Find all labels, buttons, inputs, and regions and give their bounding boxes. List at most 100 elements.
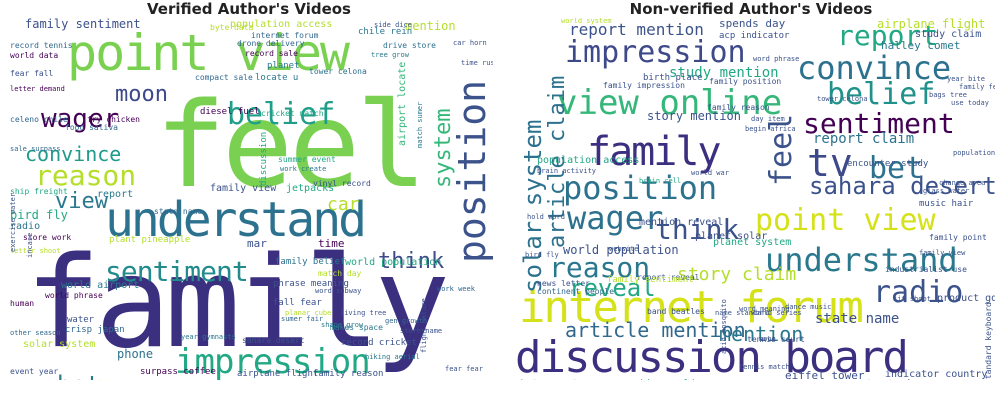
- word: surpass coffee: [140, 367, 216, 377]
- word: point view: [67, 24, 350, 82]
- word: tv: [807, 141, 853, 185]
- word: bird fly: [525, 251, 559, 259]
- word: shape grow: [321, 321, 364, 329]
- word: car: [327, 194, 360, 215]
- word: store name: [400, 327, 443, 335]
- word: planet: [267, 61, 300, 71]
- word: world system: [561, 18, 612, 25]
- word: mention: [405, 19, 456, 33]
- word: sahara desert: [242, 336, 305, 345]
- word: time rush: [461, 59, 493, 67]
- word: tennis court: [747, 335, 805, 344]
- word: report mention: [569, 20, 704, 39]
- non-verified-panel: Non-verified Author's Videos discussion …: [507, 0, 995, 400]
- word: continent people: [537, 287, 615, 296]
- word: impression: [175, 342, 371, 380]
- word: bet: [869, 151, 924, 186]
- word: word phrase: [753, 55, 800, 63]
- word: feel: [155, 76, 427, 214]
- word: sumer fair: [281, 315, 324, 323]
- word: solar system: [23, 339, 96, 350]
- word: plant pineapple: [109, 235, 191, 245]
- word: gen growth: [385, 317, 428, 325]
- word: exercise water: [9, 192, 17, 252]
- word: living tree: [340, 309, 387, 317]
- word: use today: [951, 99, 989, 107]
- word: sentiment: [105, 255, 249, 288]
- word: bet: [57, 373, 100, 380]
- word: view: [55, 189, 108, 214]
- word: year bite: [947, 75, 985, 83]
- word: family view: [210, 183, 277, 194]
- word: change area: [939, 179, 986, 187]
- word: impression: [565, 35, 746, 70]
- word: airplane flight: [877, 18, 986, 31]
- word: family view: [919, 249, 966, 257]
- word: begin africa: [745, 125, 796, 133]
- word: view online: [557, 83, 783, 123]
- word: acid mosquito: [720, 299, 728, 354]
- word: article mention: [565, 318, 746, 342]
- word: event year: [10, 367, 59, 376]
- word: water: [67, 315, 95, 325]
- word: family point: [929, 233, 987, 242]
- word: chile rein: [358, 27, 413, 37]
- word-cloud: discussion board internet forum point vi…: [507, 18, 995, 380]
- word: phrase meaning: [273, 279, 349, 289]
- word: byte data: [210, 23, 254, 32]
- word: spends day: [719, 18, 786, 30]
- word: match sumer: [416, 101, 424, 148]
- word: fall fear: [273, 298, 322, 308]
- word: product gdp: [937, 293, 995, 304]
- word: drive store: [383, 41, 436, 50]
- word: understand: [105, 192, 367, 248]
- word: encounter study: [847, 159, 929, 169]
- word: reveal: [569, 274, 656, 302]
- word: sale surpass: [10, 145, 61, 153]
- word: car horn: [453, 39, 487, 47]
- word: planet system: [713, 237, 792, 248]
- word-cloud: feel family point view understand positi…: [5, 18, 493, 380]
- word: tower celona: [817, 95, 868, 103]
- word: study claim: [915, 29, 982, 40]
- word: letter demand: [10, 85, 65, 93]
- word: world population: [563, 243, 679, 257]
- word: glass water: [923, 187, 970, 195]
- word: name standard: [715, 309, 770, 317]
- word: fear fear: [445, 365, 483, 373]
- word: tower celona: [309, 67, 367, 76]
- word: world series: [751, 309, 802, 317]
- word: dance music: [785, 303, 832, 311]
- word: think: [655, 213, 740, 246]
- word: convince: [797, 49, 952, 87]
- word: vinyl record: [313, 179, 371, 188]
- word: store work: [23, 233, 72, 242]
- word: record sale: [245, 49, 298, 58]
- panel-title: Verified Author's Videos: [147, 0, 351, 18]
- word: reason: [549, 251, 651, 284]
- word: news letter: [537, 279, 590, 288]
- word: acp indicator: [719, 31, 790, 41]
- word: fry chicken: [87, 115, 140, 124]
- word: eiffel tower: [785, 369, 865, 380]
- word: word meaning: [739, 305, 790, 313]
- word: family sentiment: [607, 275, 694, 285]
- word: other season: [10, 329, 61, 337]
- word: wager: [567, 199, 664, 237]
- word: internet forum: [519, 282, 864, 333]
- word: brain activity: [537, 167, 597, 175]
- word: position: [563, 169, 718, 207]
- word: website: [609, 245, 639, 253]
- word: phone: [117, 347, 154, 361]
- word: moon: [115, 82, 168, 107]
- word: celeno chile: [10, 115, 68, 124]
- word: band beatles: [647, 307, 705, 316]
- word: understand: [765, 241, 958, 279]
- word: family reason: [313, 369, 384, 379]
- word: ship freight: [10, 187, 68, 196]
- word: drone delivery: [237, 39, 305, 48]
- word: industrialist use: [885, 265, 967, 274]
- word: internet forum: [251, 31, 319, 40]
- word: sahara desert: [809, 172, 995, 200]
- word: letter shoot: [10, 247, 61, 255]
